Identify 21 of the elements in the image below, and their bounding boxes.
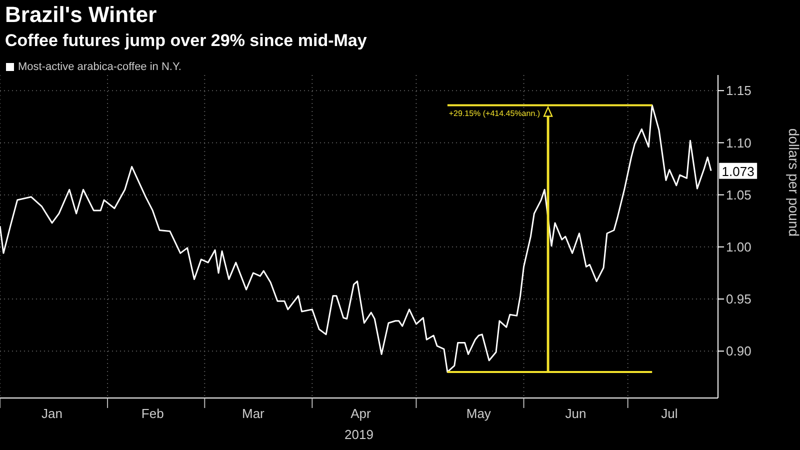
- x-tick-label: Jul: [661, 406, 678, 421]
- x-tick-label: Mar: [242, 406, 266, 421]
- y-tick-label: 0.90: [726, 344, 752, 359]
- x-tick-label: Apr: [350, 406, 372, 421]
- x-tick-label: May: [466, 406, 492, 421]
- y-tick-label: 1.15: [726, 83, 752, 98]
- x-tick-label: Feb: [141, 406, 164, 421]
- chart-subtitle: Coffee futures jump over 29% since mid-May: [5, 31, 367, 51]
- annotation: +29.15% (+414.45%ann.): [448, 109, 540, 118]
- y-tick-label: 1.05: [726, 187, 752, 202]
- line-series: [0, 104, 712, 373]
- y-axis-title: dollars per pound: [786, 128, 800, 236]
- x-axis-title: 2019: [344, 427, 374, 442]
- y-tick-label: 1.10: [726, 135, 752, 150]
- legend-label: Most-active arabica-coffee in N.Y.: [17, 61, 182, 73]
- chart-title: Brazil's Winter: [5, 2, 157, 28]
- y-tick-label: 0.95: [726, 292, 752, 307]
- x-tick-label: Jun: [565, 406, 586, 421]
- x-tick-label: Jan: [42, 406, 63, 421]
- annotation: 1.073: [722, 164, 754, 179]
- y-tick-label: 1.00: [726, 240, 752, 255]
